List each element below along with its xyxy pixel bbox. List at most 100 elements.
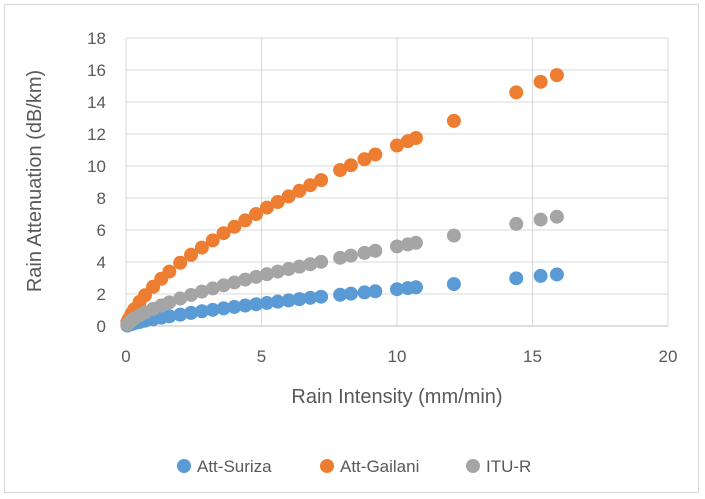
- data-point: [333, 250, 348, 265]
- axes: [125, 38, 668, 327]
- data-point: [205, 281, 220, 296]
- data-point: [549, 68, 564, 83]
- data-point: [162, 295, 177, 310]
- x-tick-label: 5: [257, 347, 266, 366]
- data-point: [194, 240, 209, 255]
- data-point: [446, 277, 461, 292]
- data-point: [216, 278, 231, 293]
- data-point: [368, 147, 383, 162]
- data-point: [408, 235, 423, 250]
- data-point: [333, 163, 348, 177]
- data-point: [292, 259, 307, 274]
- data-point: [343, 158, 358, 173]
- data-point: [390, 138, 404, 153]
- legend-label: Att-Suriza: [197, 457, 272, 476]
- data-point: [292, 183, 307, 198]
- data-point: [259, 295, 274, 310]
- data-point: [216, 226, 231, 241]
- data-point: [184, 287, 199, 302]
- legend-marker: [177, 459, 191, 473]
- legend-marker: [466, 459, 480, 473]
- data-point: [238, 272, 253, 287]
- y-tick-label: 14: [87, 93, 106, 112]
- data-point: [303, 290, 318, 305]
- data-point: [173, 307, 188, 322]
- y-tick-label: 18: [87, 29, 106, 48]
- y-tick-label: 2: [97, 285, 106, 304]
- data-point: [390, 282, 404, 297]
- data-point: [408, 280, 423, 295]
- data-point: [227, 219, 242, 234]
- y-axis-title: Rain Attenuation (dB/km): [24, 70, 46, 292]
- data-point: [314, 254, 329, 269]
- x-axis-title: Rain Intensity (mm/min): [291, 386, 502, 408]
- data-point: [549, 209, 564, 224]
- data-point: [227, 299, 242, 314]
- data-point: [249, 297, 264, 312]
- data-point: [281, 293, 296, 308]
- data-point: [368, 243, 383, 258]
- data-point: [173, 255, 188, 270]
- data-point: [509, 271, 524, 286]
- y-tick-label: 8: [97, 189, 106, 208]
- data-point: [281, 189, 296, 204]
- data-point: [549, 267, 564, 282]
- data-point: [390, 239, 404, 254]
- x-tick-label: 20: [659, 347, 678, 366]
- data-point: [357, 245, 372, 260]
- data-point: [533, 74, 548, 89]
- data-point: [238, 298, 253, 313]
- data-point: [194, 284, 209, 299]
- data-point: [281, 262, 296, 277]
- data-point: [184, 247, 199, 262]
- data-point: [162, 309, 177, 324]
- x-tick-label: 10: [388, 347, 407, 366]
- data-point: [227, 275, 242, 290]
- data-point: [357, 152, 372, 167]
- series-itu-r: [120, 209, 564, 332]
- data-point: [194, 304, 209, 319]
- y-tick-label: 10: [87, 157, 106, 176]
- data-point: [184, 305, 199, 320]
- data-point: [270, 294, 285, 309]
- data-point: [314, 173, 329, 188]
- legend-label: ITU-R: [486, 457, 531, 476]
- x-tick-label: 15: [523, 347, 542, 366]
- y-tick-label: 12: [87, 125, 106, 144]
- data-point: [238, 213, 253, 228]
- data-point: [333, 287, 348, 302]
- data-point: [533, 268, 548, 283]
- data-point: [205, 302, 220, 317]
- y-tick-label: 16: [87, 61, 106, 80]
- legend-label: Att-Gailani: [340, 457, 419, 476]
- data-point: [292, 292, 307, 307]
- data-point: [303, 257, 318, 272]
- legend-marker: [320, 459, 334, 473]
- data-points: [120, 68, 564, 333]
- data-point: [173, 291, 188, 306]
- x-tick-label: 0: [121, 347, 130, 366]
- data-point: [259, 267, 274, 282]
- data-point: [533, 212, 548, 227]
- data-point: [314, 289, 329, 304]
- data-point: [249, 207, 264, 221]
- data-point: [446, 228, 461, 243]
- y-tick-label: 6: [97, 221, 106, 240]
- data-point: [357, 285, 372, 300]
- data-point: [270, 195, 285, 209]
- data-point: [259, 200, 274, 215]
- data-point: [509, 85, 524, 100]
- data-point: [270, 264, 285, 279]
- y-tick-label: 4: [97, 253, 106, 272]
- legend: Att-Suriza Att-Gailani ITU-R: [177, 457, 531, 476]
- data-point: [162, 264, 177, 279]
- data-point: [408, 131, 423, 145]
- series-att-gailani: [120, 68, 564, 329]
- data-point: [343, 248, 358, 263]
- data-point: [303, 178, 318, 193]
- chart-frame: [4, 4, 699, 493]
- data-point: [446, 113, 461, 128]
- y-tick-label: 0: [97, 317, 106, 336]
- tick-labels: 0 2 4 6 8 10 12 14 16 18 0 5 10 15 20: [87, 29, 677, 366]
